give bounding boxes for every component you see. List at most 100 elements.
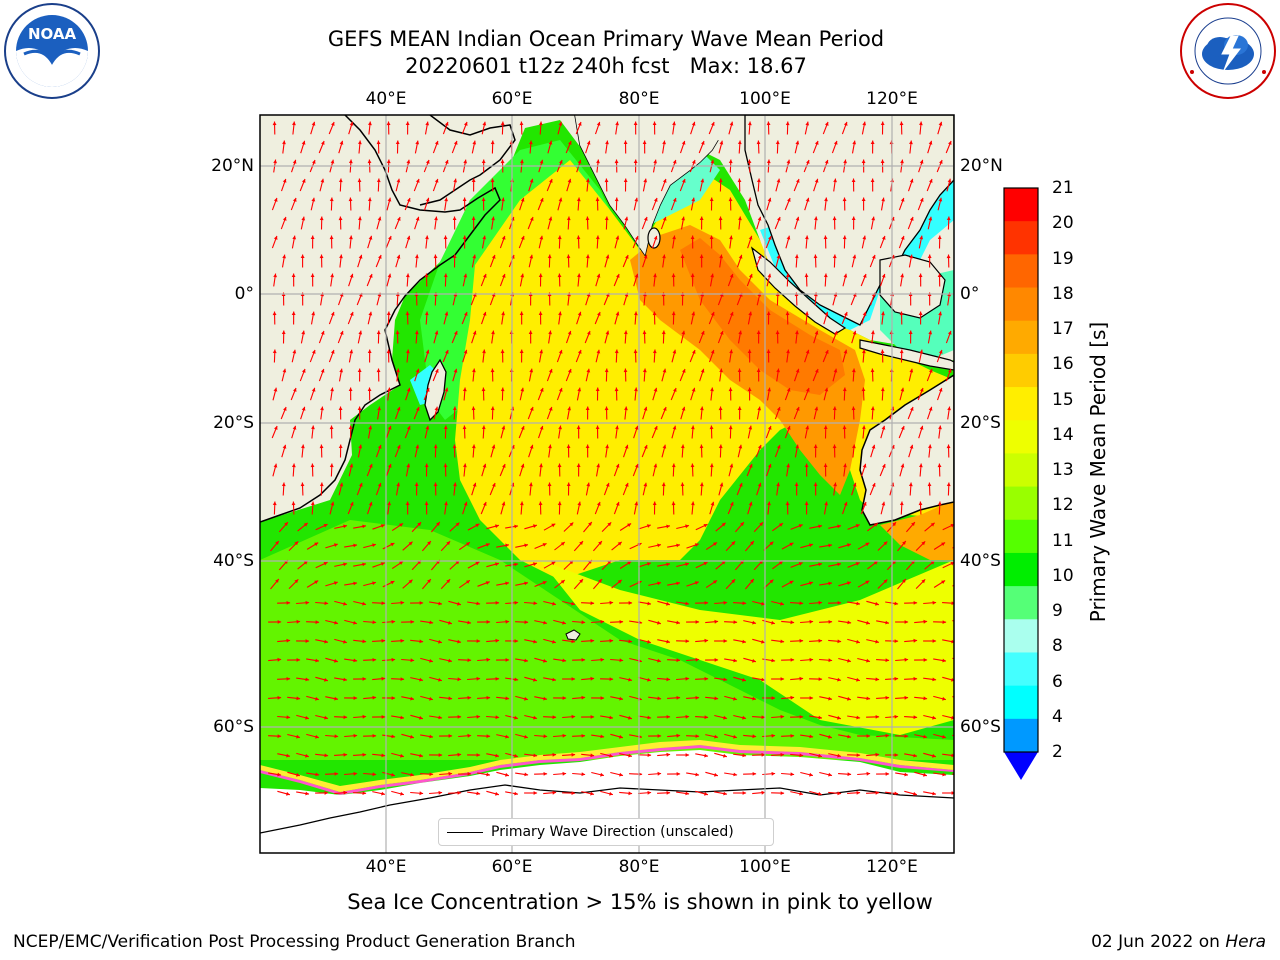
wave-direction-arrowhead bbox=[353, 543, 357, 548]
wave-direction-arrowhead bbox=[410, 696, 414, 701]
wave-direction-arrowhead bbox=[514, 562, 518, 567]
wave-direction-arrowhead bbox=[406, 159, 411, 164]
wave-direction-arrowhead bbox=[552, 790, 557, 795]
wave-direction-arrowhead bbox=[396, 482, 400, 487]
wave-direction-arrowhead bbox=[713, 542, 717, 546]
wave-direction-arrowhead bbox=[495, 524, 499, 529]
wave-direction-arrowhead bbox=[681, 140, 686, 145]
wave-direction-arrowhead bbox=[438, 601, 442, 606]
wave-direction-arrowhead bbox=[785, 311, 790, 316]
wave-direction-arrowhead bbox=[604, 178, 609, 183]
wave-direction-arrowhead bbox=[585, 216, 590, 221]
wave-direction-arrowhead bbox=[923, 619, 928, 624]
wave-direction-arrowhead bbox=[472, 330, 477, 335]
wave-direction-arrowhead bbox=[862, 235, 867, 240]
wave-direction-arrowhead bbox=[805, 311, 809, 316]
wave-direction-arrowhead bbox=[809, 734, 814, 739]
wave-direction-arrowhead bbox=[685, 601, 690, 606]
wave-direction-arrow bbox=[956, 350, 961, 362]
wave-direction-arrowhead bbox=[400, 791, 404, 796]
wave-direction-arrowhead bbox=[520, 159, 524, 164]
wave-direction-arrowhead bbox=[376, 178, 381, 183]
wave-direction-arrowhead bbox=[723, 677, 728, 682]
wave-direction-arrowhead bbox=[324, 639, 328, 644]
wave-direction-arrowhead bbox=[282, 368, 287, 373]
wave-direction-arrowhead bbox=[292, 197, 297, 202]
wave-direction-arrowhead bbox=[305, 715, 309, 720]
wave-direction-arrowhead bbox=[786, 159, 791, 164]
lon-tick-top: 60°E bbox=[491, 89, 533, 109]
wave-direction-arrowhead bbox=[828, 581, 832, 586]
wave-direction-arrowhead bbox=[723, 715, 727, 720]
wave-direction-arrowhead bbox=[358, 482, 363, 487]
wave-direction-arrowhead bbox=[652, 311, 657, 316]
wave-direction-arrowhead bbox=[377, 444, 382, 449]
wave-direction-arrowhead bbox=[301, 444, 305, 449]
wave-direction-arrowhead bbox=[491, 330, 495, 335]
wave-direction-arrowhead bbox=[577, 387, 582, 392]
wave-direction-arrowhead bbox=[586, 368, 591, 373]
wave-direction-arrowhead bbox=[870, 368, 875, 373]
wave-direction-arrowhead bbox=[305, 677, 310, 682]
wave-direction-arrowhead bbox=[691, 311, 696, 316]
wave-direction-arrow bbox=[961, 792, 974, 793]
wave-direction-arrowhead bbox=[690, 273, 695, 277]
wave-direction-arrowhead bbox=[300, 254, 305, 258]
wave-direction-arrowhead bbox=[871, 444, 876, 449]
wave-direction-arrowhead bbox=[425, 425, 430, 430]
wave-direction-arrowhead bbox=[938, 311, 942, 316]
wave-direction-arrowhead bbox=[604, 368, 609, 373]
wave-direction-arrowhead bbox=[742, 753, 747, 758]
wave-direction-arrowhead bbox=[695, 657, 700, 662]
wave-direction-arrowhead bbox=[942, 620, 947, 624]
wave-direction-arrowhead bbox=[452, 216, 457, 220]
wave-direction-arrowhead bbox=[415, 368, 420, 373]
wave-direction-arrowhead bbox=[514, 600, 519, 605]
wave-direction-arrowhead bbox=[323, 524, 328, 528]
wave-direction-arrowhead bbox=[719, 368, 723, 373]
wave-direction-arrowhead bbox=[443, 425, 448, 430]
wave-direction-arrowhead bbox=[300, 482, 305, 487]
wave-direction-arrowhead bbox=[415, 140, 420, 145]
wave-direction-arrowhead bbox=[292, 235, 297, 240]
colorbar-tick-label: 11 bbox=[1052, 530, 1074, 551]
wave-direction-arrowhead bbox=[647, 790, 652, 795]
wave-direction-arrowhead bbox=[938, 387, 943, 392]
wave-direction-arrowhead bbox=[701, 141, 705, 145]
wave-direction-arrowhead bbox=[834, 331, 838, 335]
wave-direction-arrowhead bbox=[391, 772, 395, 777]
wave-direction-arrowhead bbox=[652, 501, 657, 505]
wave-direction-arrowhead bbox=[776, 178, 781, 183]
wave-direction-arrowhead bbox=[962, 772, 966, 776]
wave-direction-arrowhead bbox=[657, 771, 662, 776]
wave-direction-arrowhead bbox=[881, 425, 886, 430]
wave-direction-arrowhead bbox=[875, 677, 880, 682]
lat-tick-right: 40°S bbox=[960, 551, 1001, 571]
wave-direction-arrowhead bbox=[438, 677, 442, 682]
wave-direction-arrowhead bbox=[349, 463, 354, 468]
wave-direction-arrowhead bbox=[540, 198, 544, 202]
colorbar-tick-label: 19 bbox=[1052, 248, 1074, 269]
wave-direction-arrowhead bbox=[789, 542, 794, 547]
wave-direction-arrowhead bbox=[723, 600, 728, 605]
wave-direction-arrowhead bbox=[578, 122, 582, 126]
wave-direction-arrowhead bbox=[353, 581, 357, 586]
wave-direction-arrowhead bbox=[862, 349, 866, 354]
wave-direction-arrowhead bbox=[362, 601, 366, 606]
wave-direction-arrowhead bbox=[909, 178, 914, 183]
wave-direction-arrowhead bbox=[324, 677, 328, 682]
wave-direction-arrowhead bbox=[524, 543, 528, 548]
wave-direction-arrowhead bbox=[405, 121, 410, 125]
lon-tick-top: 40°E bbox=[365, 89, 407, 109]
wave-direction-arrowhead bbox=[818, 638, 823, 643]
wave-direction-arrowhead bbox=[733, 772, 738, 777]
wave-direction-arrowhead bbox=[710, 159, 715, 164]
wave-direction-arrowhead bbox=[815, 369, 819, 373]
wave-direction-arrowhead bbox=[870, 140, 875, 144]
wave-direction-arrowhead bbox=[590, 638, 595, 643]
wave-direction-arrowhead bbox=[947, 330, 952, 335]
wave-direction-arrowhead bbox=[843, 501, 848, 506]
wave-direction-arrowhead bbox=[406, 463, 411, 468]
wave-direction-arrowhead bbox=[767, 425, 772, 430]
wave-direction-arrowhead bbox=[386, 311, 391, 316]
